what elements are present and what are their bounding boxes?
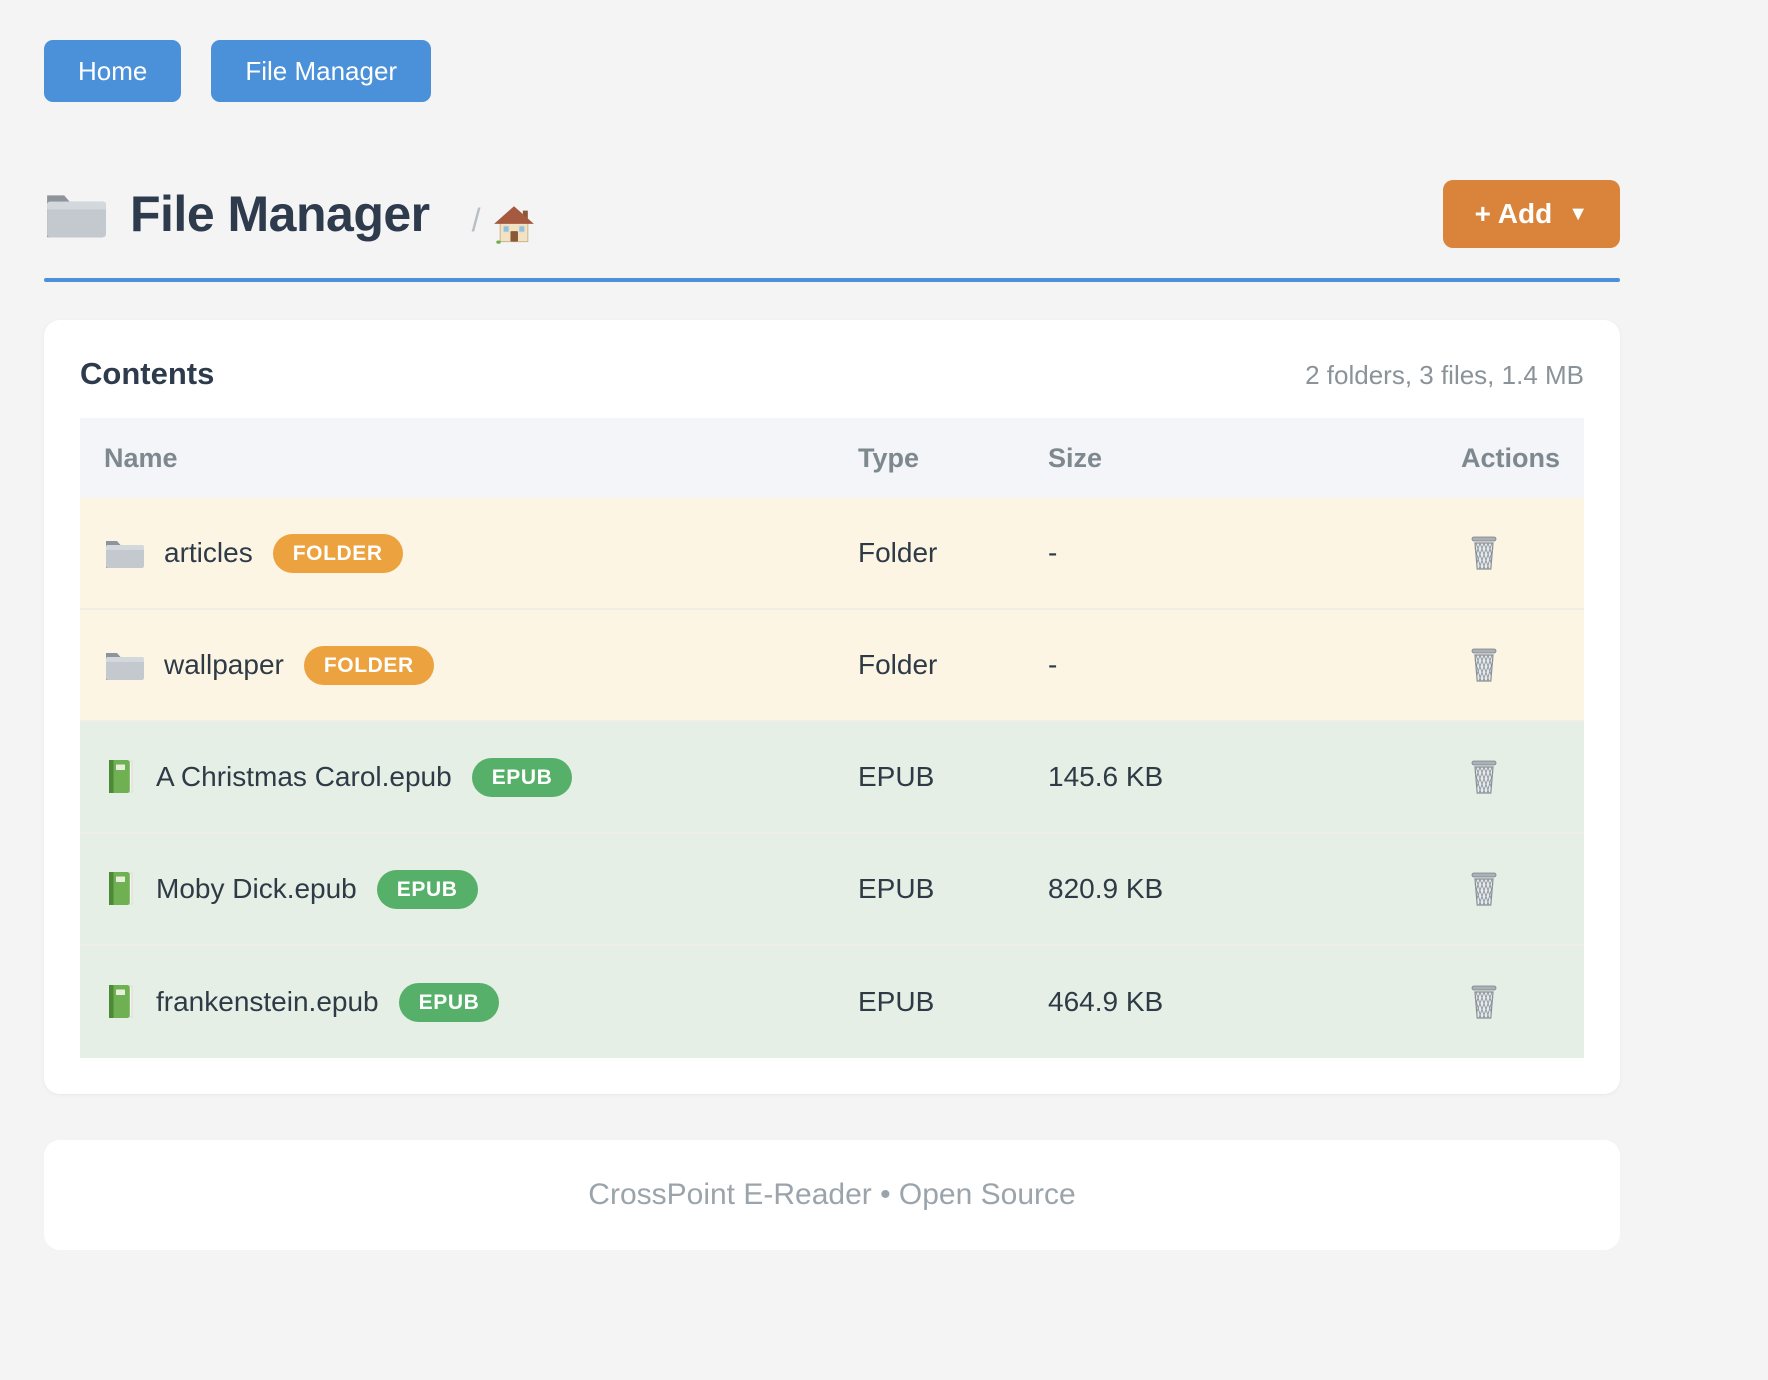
trash-icon bbox=[1468, 646, 1500, 684]
nav-home-button[interactable]: Home bbox=[44, 40, 182, 102]
files-table: Name Type Size Actions articles bbox=[80, 418, 1584, 1058]
trash-icon bbox=[1468, 983, 1500, 1021]
nav-file-manager-button[interactable]: File Manager bbox=[211, 40, 432, 102]
column-header-name: Name bbox=[104, 442, 178, 473]
breadcrumb: / bbox=[472, 184, 535, 245]
book-icon bbox=[104, 983, 136, 1021]
contents-summary: 2 folders, 3 files, 1.4 MB bbox=[1305, 360, 1584, 390]
table-row[interactable]: wallpaper FOLDER Folder - bbox=[80, 610, 1584, 722]
column-header-actions: Actions bbox=[1460, 442, 1560, 473]
home-icon[interactable] bbox=[493, 205, 535, 245]
top-nav: Home File Manager bbox=[44, 40, 1620, 102]
cell-type: EPUB bbox=[858, 873, 935, 904]
book-icon bbox=[104, 870, 136, 908]
cell-type: Folder bbox=[858, 537, 938, 568]
add-button-label: + Add bbox=[1474, 198, 1553, 229]
page-header: File Manager / + Add ▼ bbox=[44, 180, 1620, 248]
trash-icon bbox=[1468, 870, 1500, 908]
delete-button[interactable] bbox=[1464, 754, 1504, 800]
file-name: frankenstein.epub bbox=[156, 986, 379, 1017]
folder-icon bbox=[104, 649, 144, 681]
page-container: Home File Manager File Manager / bbox=[44, 40, 1620, 1250]
file-name: articles bbox=[164, 537, 253, 568]
delete-button[interactable] bbox=[1464, 979, 1504, 1025]
cell-size: 464.9 KB bbox=[1048, 986, 1164, 1017]
cell-type: Folder bbox=[858, 649, 938, 680]
type-badge: EPUB bbox=[398, 982, 500, 1022]
delete-button[interactable] bbox=[1464, 642, 1504, 688]
folder-icon bbox=[104, 537, 144, 569]
type-badge: FOLDER bbox=[303, 645, 434, 685]
delete-button[interactable] bbox=[1464, 866, 1504, 912]
table-row[interactable]: Moby Dick.epub EPUB EPUB 820.9 KB bbox=[80, 834, 1584, 946]
table-row[interactable]: frankenstein.epub EPUB EPUB 464.9 KB bbox=[80, 946, 1584, 1058]
cell-type: EPUB bbox=[858, 761, 935, 792]
type-badge: EPUB bbox=[471, 757, 573, 797]
table-row[interactable]: A Christmas Carol.epub EPUB EPUB 145.6 K… bbox=[80, 722, 1584, 834]
column-header-type: Type bbox=[858, 442, 920, 473]
cell-size: 820.9 KB bbox=[1048, 873, 1164, 904]
table-row[interactable]: articles FOLDER Folder - bbox=[80, 498, 1584, 610]
contents-card: Contents 2 folders, 3 files, 1.4 MB Name… bbox=[44, 320, 1620, 1094]
footer: CrossPoint E-Reader • Open Source bbox=[44, 1140, 1620, 1250]
file-name: Moby Dick.epub bbox=[156, 873, 357, 904]
contents-title: Contents bbox=[80, 356, 215, 391]
header-divider bbox=[44, 278, 1620, 282]
type-badge: EPUB bbox=[376, 869, 478, 909]
breadcrumb-separator: / bbox=[471, 201, 481, 238]
file-name: A Christmas Carol.epub bbox=[156, 761, 452, 792]
type-badge: FOLDER bbox=[272, 533, 403, 573]
trash-icon bbox=[1468, 534, 1500, 572]
file-name: wallpaper bbox=[164, 649, 284, 680]
page-title: File Manager bbox=[130, 186, 430, 242]
table-header-row: Name Type Size Actions bbox=[80, 418, 1584, 498]
trash-icon bbox=[1468, 758, 1500, 796]
book-icon bbox=[104, 758, 136, 796]
folder-icon bbox=[44, 189, 106, 239]
cell-size: - bbox=[1048, 649, 1058, 680]
column-header-size: Size bbox=[1048, 442, 1103, 473]
caret-down-icon: ▼ bbox=[1568, 203, 1588, 225]
cell-type: EPUB bbox=[858, 986, 935, 1017]
footer-text: CrossPoint E-Reader • Open Source bbox=[588, 1178, 1076, 1211]
delete-button[interactable] bbox=[1464, 530, 1504, 576]
title-wrap: File Manager / bbox=[44, 184, 535, 245]
contents-card-header: Contents 2 folders, 3 files, 1.4 MB bbox=[80, 356, 1584, 392]
cell-size: - bbox=[1048, 537, 1058, 568]
add-button[interactable]: + Add ▼ bbox=[1442, 180, 1620, 248]
cell-size: 145.6 KB bbox=[1048, 761, 1164, 792]
